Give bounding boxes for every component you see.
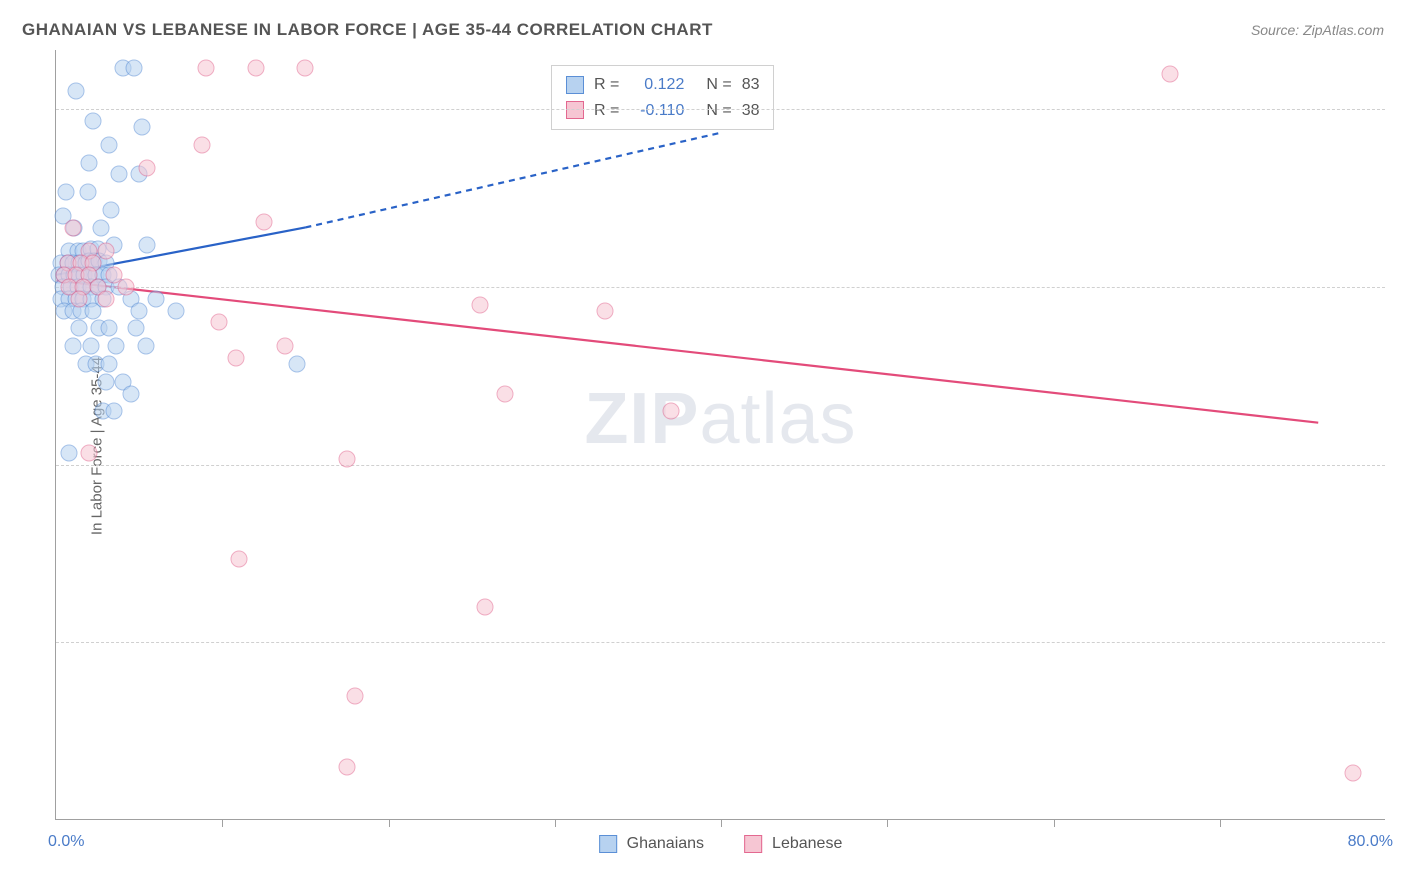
statistics-legend: R = 0.122N = 83R = -0.110N = 38 xyxy=(551,65,774,130)
data-point xyxy=(210,314,227,331)
data-point xyxy=(84,113,101,130)
source-attribution: Source: ZipAtlas.com xyxy=(1251,22,1384,38)
data-point xyxy=(277,338,294,355)
data-point xyxy=(137,338,154,355)
data-point xyxy=(97,373,114,390)
x-max-label: 80.0% xyxy=(1348,833,1393,851)
data-point xyxy=(247,59,264,76)
data-point xyxy=(67,83,84,100)
chart-title: GHANAIAN VS LEBANESE IN LABOR FORCE | AG… xyxy=(22,20,713,40)
data-point xyxy=(81,444,98,461)
data-point xyxy=(117,278,134,295)
data-point xyxy=(496,385,513,402)
plot-area: ZIPatlas R = 0.122N = 83R = -0.110N = 38… xyxy=(55,50,1385,820)
data-point xyxy=(139,160,156,177)
y-tick-label: 100.0% xyxy=(1395,100,1406,118)
data-point xyxy=(289,355,306,372)
data-point xyxy=(227,350,244,367)
data-point xyxy=(101,320,118,337)
stats-row: R = 0.122N = 83 xyxy=(566,72,759,98)
data-point xyxy=(82,338,99,355)
data-point xyxy=(1344,764,1361,781)
data-point xyxy=(139,237,156,254)
data-point xyxy=(97,243,114,260)
data-point xyxy=(111,166,128,183)
data-point xyxy=(102,201,119,218)
data-point xyxy=(61,444,78,461)
data-point xyxy=(64,338,81,355)
data-point xyxy=(81,154,98,171)
x-tick xyxy=(887,819,888,827)
data-point xyxy=(97,290,114,307)
data-point xyxy=(338,450,355,467)
data-point xyxy=(338,758,355,775)
y-tick-label: 55.0% xyxy=(1395,633,1406,651)
series-swatch xyxy=(599,835,617,853)
trend-lines xyxy=(56,50,1385,819)
legend-item: Lebanese xyxy=(744,835,842,853)
data-point xyxy=(101,355,118,372)
legend-item: Ghanaians xyxy=(599,835,704,853)
series-swatch xyxy=(744,835,762,853)
y-tick-label: 85.0% xyxy=(1395,278,1406,296)
x-origin-label: 0.0% xyxy=(48,833,84,851)
data-point xyxy=(476,598,493,615)
correlation-chart: GHANAIAN VS LEBANESE IN LABOR FORCE | AG… xyxy=(0,0,1406,892)
data-point xyxy=(663,403,680,420)
data-point xyxy=(126,59,143,76)
x-tick xyxy=(721,819,722,827)
data-point xyxy=(122,385,139,402)
gridline xyxy=(56,287,1385,288)
data-point xyxy=(107,338,124,355)
legend-label: Lebanese xyxy=(772,835,842,853)
gridline xyxy=(56,109,1385,110)
x-tick xyxy=(1220,819,1221,827)
x-tick xyxy=(222,819,223,827)
data-point xyxy=(131,302,148,319)
x-tick xyxy=(555,819,556,827)
data-point xyxy=(84,302,101,319)
gridline xyxy=(56,465,1385,466)
watermark: ZIPatlas xyxy=(584,378,856,460)
data-point xyxy=(471,296,488,313)
data-point xyxy=(147,290,164,307)
data-point xyxy=(79,184,96,201)
gridline xyxy=(56,642,1385,643)
data-point xyxy=(57,184,74,201)
data-point xyxy=(71,290,88,307)
data-point xyxy=(106,403,123,420)
data-point xyxy=(101,136,118,153)
data-point xyxy=(134,119,151,136)
stats-row: R = -0.110N = 38 xyxy=(566,98,759,124)
data-point xyxy=(230,551,247,568)
data-point xyxy=(127,320,144,337)
data-point xyxy=(92,219,109,236)
data-point xyxy=(64,219,81,236)
x-tick xyxy=(1054,819,1055,827)
series-swatch xyxy=(566,76,584,94)
y-tick-label: 70.0% xyxy=(1395,456,1406,474)
series-swatch xyxy=(566,101,584,119)
data-point xyxy=(1161,65,1178,82)
data-point xyxy=(347,687,364,704)
data-point xyxy=(194,136,211,153)
series-legend: Ghanaians Lebanese xyxy=(599,835,843,853)
legend-label: Ghanaians xyxy=(627,835,704,853)
data-point xyxy=(71,320,88,337)
data-point xyxy=(255,213,272,230)
data-point xyxy=(197,59,214,76)
data-point xyxy=(596,302,613,319)
data-point xyxy=(167,302,184,319)
data-point xyxy=(297,59,314,76)
x-tick xyxy=(389,819,390,827)
